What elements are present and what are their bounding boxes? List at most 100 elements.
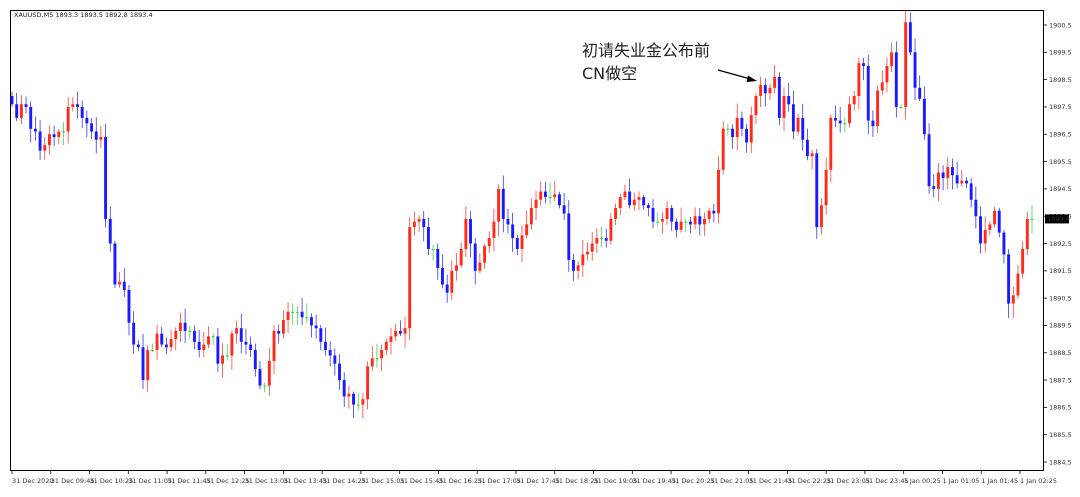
candle-down (670, 207, 674, 222)
candle-up (384, 341, 388, 351)
candle-up (492, 221, 496, 239)
candle-down (731, 128, 735, 137)
candle-up (408, 227, 412, 329)
time-tick-label: 31 Dec 23:45 (865, 477, 909, 485)
candle-down (908, 22, 912, 53)
candles-group (10, 10, 1034, 419)
candle-up (464, 218, 468, 249)
candle-down (927, 134, 931, 187)
candle-up (595, 238, 599, 244)
time-tick-label: 31 Dec 21:05 (710, 477, 754, 485)
candle-up (286, 311, 290, 320)
candle-up (576, 265, 580, 271)
candle-down (80, 106, 84, 118)
time-tick-label: 31 Dec 19:05 (594, 477, 638, 485)
candle-up (1011, 295, 1015, 304)
candle-down (319, 328, 323, 342)
candle-doji (600, 238, 603, 240)
price-tick-label: 1896.5 (1049, 131, 1072, 139)
candle-up (207, 336, 210, 345)
candle-up (1025, 218, 1029, 249)
candle-up (361, 399, 365, 405)
candle-down (258, 369, 262, 386)
candle-up (459, 248, 463, 266)
candle-down (422, 218, 426, 228)
candle-down (136, 344, 140, 348)
candle-down (642, 197, 646, 206)
candle-down (108, 218, 112, 244)
price-axis: 1900.5 1899.5 1898.5 1897.5 1896.5 1895.5 1894… (1043, 21, 1072, 466)
price-tick-label: 1891.5 (1049, 267, 1072, 275)
time-tick-label: 31 Dec 22:25 (787, 477, 831, 485)
time-tick-label: 31 Dec 17:45 (516, 477, 560, 485)
candle-doji (62, 131, 65, 133)
price-tick-label: 1888.5 (1049, 349, 1072, 357)
candle-down (740, 117, 744, 129)
candle-down (951, 167, 954, 176)
time-tick-label: 31 Dec 20:25 (671, 477, 715, 485)
candle-up (904, 22, 908, 107)
candle-doji (375, 358, 379, 360)
candle-up (529, 207, 533, 225)
candle-down (132, 322, 136, 345)
candle-doji (899, 106, 903, 108)
candle-down (328, 350, 332, 356)
candle-doji (431, 248, 435, 250)
time-tick-label: 31 Dec 11:05 (128, 477, 172, 485)
candle-up (169, 339, 173, 348)
candle-down (15, 104, 19, 118)
time-tick-label: 31 Dec 15:05 (361, 477, 405, 485)
candle-up (267, 360, 271, 386)
candle-down (871, 120, 875, 127)
candle-up (155, 333, 159, 351)
price-tick-label: 1899.5 (1049, 49, 1072, 57)
candle-up (614, 207, 618, 219)
candle-up (417, 218, 421, 222)
time-tick-label: 31 Dec 12:25 (206, 477, 250, 485)
candle-up (366, 366, 370, 400)
candle-up (852, 96, 856, 105)
candle-up (768, 87, 772, 94)
candle-down (932, 186, 936, 189)
candle-down (979, 216, 982, 244)
candle-down (866, 65, 870, 121)
candle-up (235, 328, 239, 334)
candle-up (19, 104, 23, 118)
candle-up (230, 333, 234, 356)
candle-down (314, 325, 318, 329)
candle-up (221, 355, 225, 364)
candle-up (403, 328, 407, 334)
candle-up (99, 136, 103, 140)
time-tick-label: 31 Dec 23:05 (826, 477, 870, 485)
candle-doji (188, 330, 192, 332)
candle-doji (656, 221, 660, 223)
candle-up (525, 224, 529, 236)
candle-up (1016, 273, 1020, 296)
candle-doji (548, 197, 552, 199)
candle-doji (263, 385, 267, 387)
candle-down (557, 194, 561, 206)
candle-down (216, 336, 220, 364)
time-tick-label: 31 Dec 14:25 (322, 477, 366, 485)
time-tick-label: 31 Dec 11:45 (167, 477, 211, 485)
candle-down (90, 123, 93, 132)
candle-up (754, 96, 758, 116)
candle-down (94, 131, 98, 140)
candle-down (646, 205, 650, 208)
candle-down (787, 96, 791, 105)
candle-down (239, 328, 243, 342)
candle-down (777, 76, 781, 118)
candle-down (338, 363, 341, 381)
candle-down (426, 227, 430, 249)
candle-up (497, 188, 501, 222)
price-tick-label: 1894.5 (1049, 185, 1072, 193)
time-tick-label: 31 Dec 15:45 (400, 477, 444, 485)
candle-up (43, 145, 47, 151)
time-tick-label: 1 Jan 02:25 (1020, 477, 1057, 485)
candle-up (483, 246, 487, 263)
current-price-box (1045, 214, 1069, 224)
price-tick-label: 1889.5 (1049, 322, 1072, 330)
candle-down (52, 134, 56, 137)
candle-down (941, 172, 945, 178)
